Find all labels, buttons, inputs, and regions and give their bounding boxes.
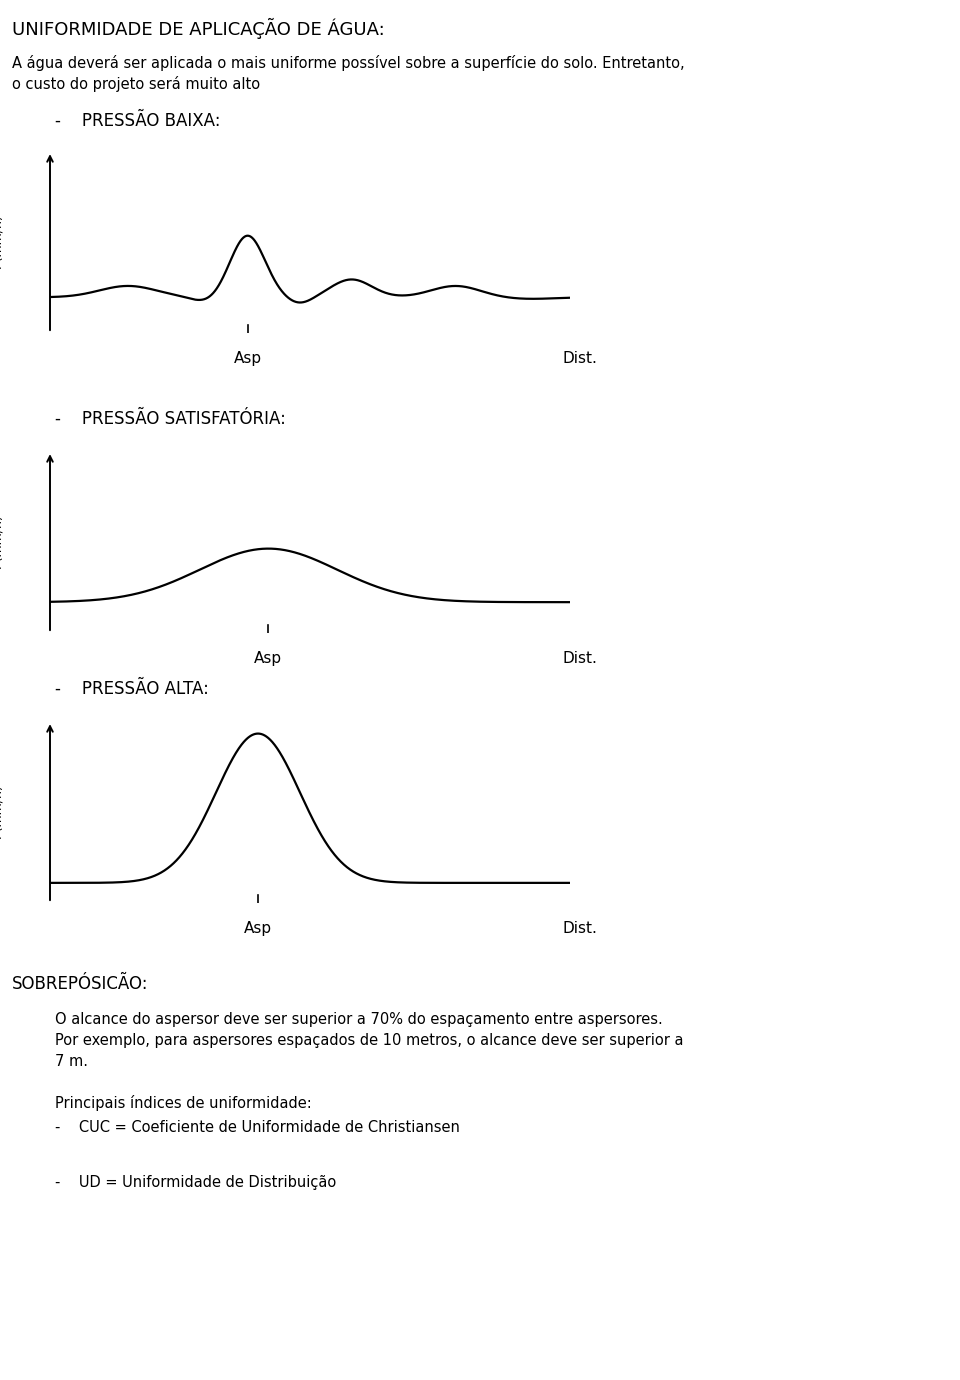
Text: Por exemplo, para aspersores espaçados de 10 metros, o alcance deve ser superior: Por exemplo, para aspersores espaçados d… xyxy=(55,1034,684,1047)
Text: UNIFORMIDADE DE APLICAÇÃO DE ÁGUA:: UNIFORMIDADE DE APLICAÇÃO DE ÁGUA: xyxy=(12,18,385,39)
Text: Asp: Asp xyxy=(254,651,282,667)
Text: Principais índices de uniformidade:: Principais índices de uniformidade: xyxy=(55,1094,312,1111)
Text: -    PRESSÃO BAIXA:: - PRESSÃO BAIXA: xyxy=(55,112,221,130)
Text: -    PRESSÃO ALTA:: - PRESSÃO ALTA: xyxy=(55,680,209,698)
Text: A água deverá ser aplicada o mais uniforme possível sobre a superfície do solo. : A água deverá ser aplicada o mais unifor… xyxy=(12,55,684,70)
Text: -    UD = Uniformidade de Distribuição: - UD = Uniformidade de Distribuição xyxy=(55,1174,336,1190)
Text: -    CUC = Coeficiente de Uniformidade de Christiansen: - CUC = Coeficiente de Uniformidade de C… xyxy=(55,1121,460,1134)
Text: Dist.: Dist. xyxy=(563,920,598,936)
Text: I (mm/h): I (mm/h) xyxy=(0,215,5,269)
Text: 7 m.: 7 m. xyxy=(55,1054,88,1070)
Text: o custo do projeto será muito alto: o custo do projeto será muito alto xyxy=(12,76,260,92)
Text: Asp: Asp xyxy=(244,920,272,936)
Text: O alcance do aspersor deve ser superior a 70% do espaçamento entre aspersores.: O alcance do aspersor deve ser superior … xyxy=(55,1012,662,1027)
Text: I (mm/h): I (mm/h) xyxy=(0,785,5,839)
Text: I (mm/h): I (mm/h) xyxy=(0,515,5,569)
Text: SOBREPÓSICÃO:: SOBREPÓSICÃO: xyxy=(12,976,149,994)
Text: -    PRESSÃO SATISFATÓRIA:: - PRESSÃO SATISFATÓRIA: xyxy=(55,410,286,428)
Text: Asp: Asp xyxy=(233,351,262,366)
Text: Dist.: Dist. xyxy=(563,351,598,366)
Text: Dist.: Dist. xyxy=(563,651,598,667)
